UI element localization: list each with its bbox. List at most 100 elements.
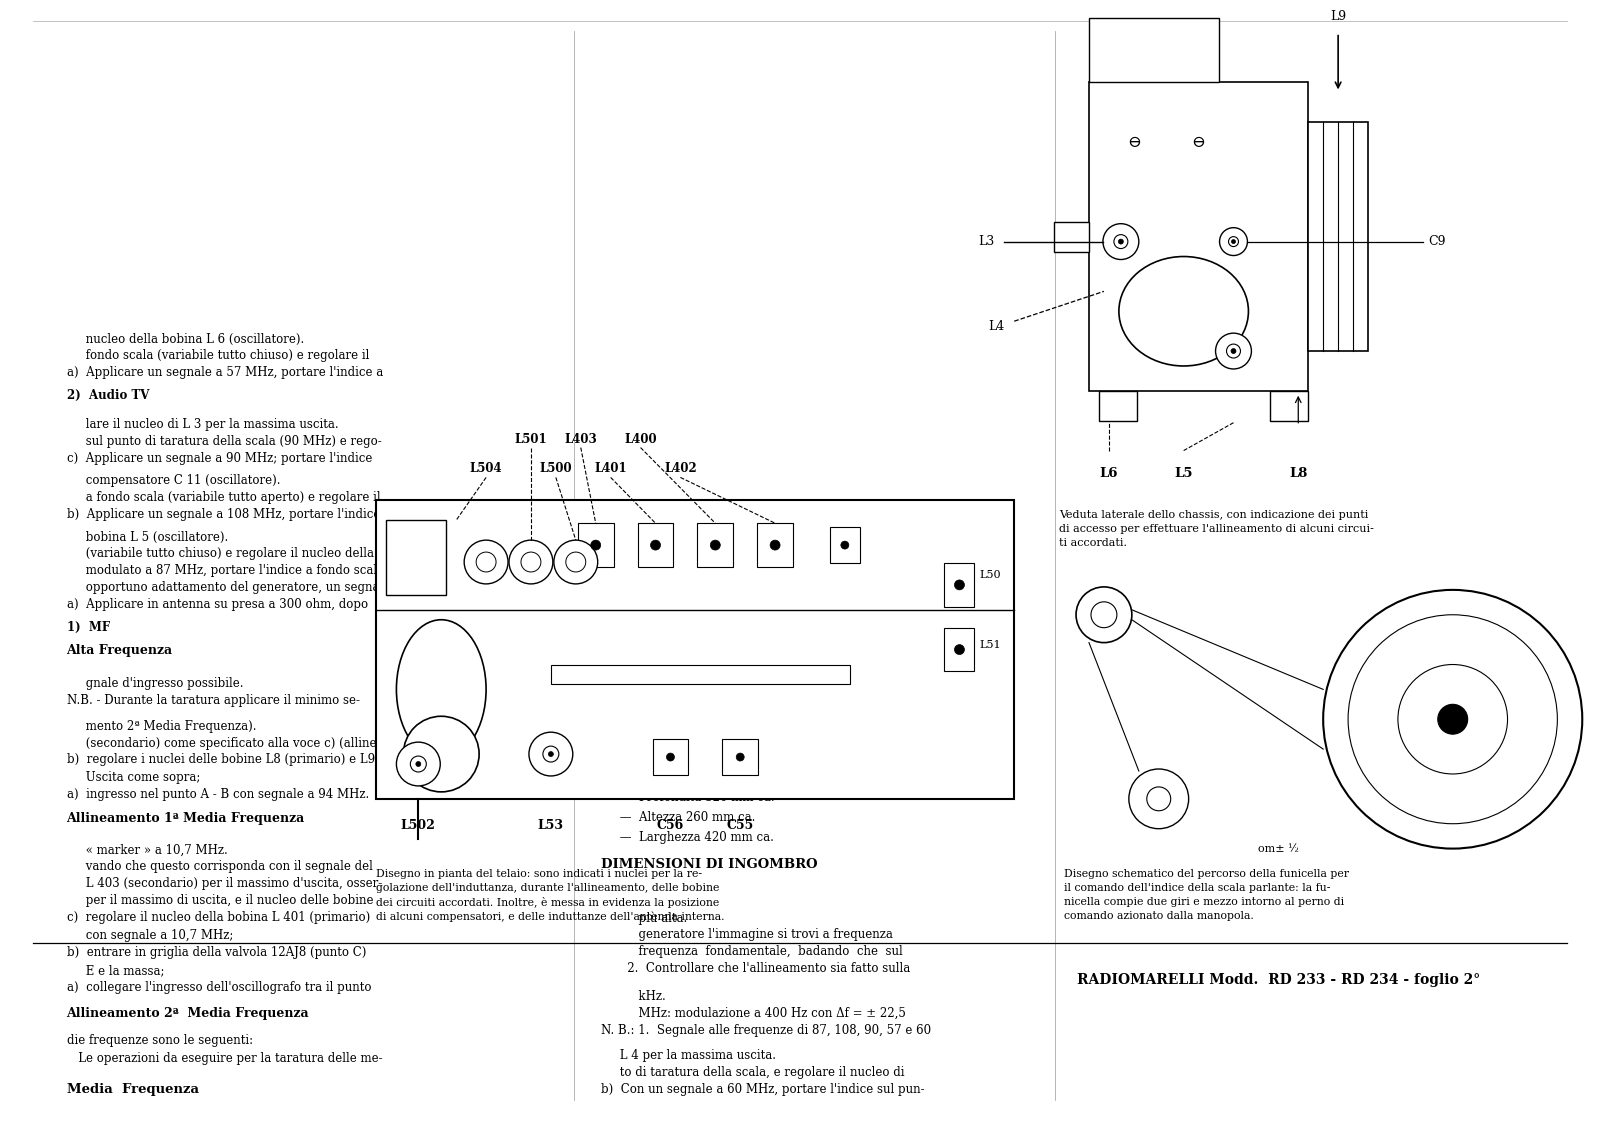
Bar xyxy=(550,665,850,684)
Text: ⊖: ⊖ xyxy=(1192,133,1205,150)
Text: vando che questo corrisponda con il segnale del: vando che questo corrisponda con il segn… xyxy=(67,861,373,873)
Text: b)  regolare i nuclei delle bobine L8 (primario) e L9: b) regolare i nuclei delle bobine L8 (pr… xyxy=(67,753,374,767)
Text: L501: L501 xyxy=(515,432,547,446)
Text: ⊖: ⊖ xyxy=(1126,133,1141,150)
Text: Uscita come sopra;: Uscita come sopra; xyxy=(67,771,200,785)
Text: L403: L403 xyxy=(565,432,597,446)
Circle shape xyxy=(736,753,744,761)
Bar xyxy=(830,527,859,563)
Circle shape xyxy=(549,752,554,757)
Text: c)  regolare il nucleo della bobina L 401 (primario): c) regolare il nucleo della bobina L 401… xyxy=(67,910,370,924)
Text: L502: L502 xyxy=(402,819,435,831)
Text: lare il nucleo di L 3 per la massima uscita.: lare il nucleo di L 3 per la massima usc… xyxy=(67,418,338,431)
Text: compensatore C 11 (oscillatore).: compensatore C 11 (oscillatore). xyxy=(67,474,280,487)
Text: Media  Frequenza: Media Frequenza xyxy=(67,1083,198,1096)
Text: a)  Applicare un segnale a 57 MHz, portare l'indice a: a) Applicare un segnale a 57 MHz, portar… xyxy=(67,366,382,379)
Text: « marker » a 10,7 MHz.: « marker » a 10,7 MHz. xyxy=(67,844,227,856)
Text: Le operazioni da eseguire per la taratura delle me-: Le operazioni da eseguire per la taratur… xyxy=(67,1052,382,1064)
Ellipse shape xyxy=(1118,257,1248,366)
Text: L53: L53 xyxy=(538,819,563,831)
Text: opportuno adattamento del generatore, un segnale: opportuno adattamento del generatore, un… xyxy=(67,581,390,594)
Circle shape xyxy=(955,580,965,590)
Circle shape xyxy=(530,732,573,776)
Bar xyxy=(1090,18,1219,83)
Circle shape xyxy=(1232,240,1235,243)
Text: —  Apparecchio senza im-: — Apparecchio senza im- xyxy=(600,690,774,703)
Text: b)  entrare in griglia della valvola 12AJ8 (punto C): b) entrare in griglia della valvola 12AJ… xyxy=(67,946,366,959)
Text: L51: L51 xyxy=(979,640,1002,649)
Text: to di taratura della scala, e regolare il nucleo di: to di taratura della scala, e regolare i… xyxy=(600,1067,904,1079)
Text: L 4 per la massima uscita.: L 4 per la massima uscita. xyxy=(600,1050,776,1062)
Circle shape xyxy=(1077,587,1131,642)
Text: Veduta laterale dello chassis, con indicazione dei punti
di accesso per effettua: Veduta laterale dello chassis, con indic… xyxy=(1059,510,1374,549)
Text: Allineamento 2ª  Media Frequenza: Allineamento 2ª Media Frequenza xyxy=(67,1007,309,1020)
Text: fondo scala (variabile tutto chiuso) e regolare il: fondo scala (variabile tutto chiuso) e r… xyxy=(67,349,370,362)
Text: L504: L504 xyxy=(470,463,502,475)
Bar xyxy=(722,740,758,775)
Bar xyxy=(637,524,674,567)
Bar xyxy=(1054,222,1090,251)
Ellipse shape xyxy=(397,620,486,759)
Text: C56: C56 xyxy=(658,819,685,831)
Text: MHz: modulazione a 400 Hz con Δf = ± 22,5: MHz: modulazione a 400 Hz con Δf = ± 22,… xyxy=(600,1007,906,1020)
Text: L50: L50 xyxy=(979,570,1002,580)
Text: b)  Applicare un segnale a 108 MHz, portare l'indice: b) Applicare un segnale a 108 MHz, porta… xyxy=(67,508,379,521)
Text: L9: L9 xyxy=(1330,10,1346,23)
Bar xyxy=(698,524,733,567)
Circle shape xyxy=(667,753,675,761)
Circle shape xyxy=(477,552,496,572)
Text: Disegno in pianta del telaio: sono indicati i nuclei per la re-
golazione dell'i: Disegno in pianta del telaio: sono indic… xyxy=(376,869,725,922)
Text: a)  Applicare in antenna su presa a 300 ohm, dopo: a) Applicare in antenna su presa a 300 o… xyxy=(67,598,368,611)
Text: L5: L5 xyxy=(1174,467,1194,481)
Text: —  Altezza 260 mm ca.: — Altezza 260 mm ca. xyxy=(600,811,755,823)
Circle shape xyxy=(1398,665,1507,774)
Bar xyxy=(376,500,1014,798)
Text: —  Larghezza 420 mm ca.: — Larghezza 420 mm ca. xyxy=(600,831,773,844)
Text: L400: L400 xyxy=(624,432,658,446)
Text: 2)  Audio TV: 2) Audio TV xyxy=(67,389,149,402)
Bar xyxy=(757,524,794,567)
Circle shape xyxy=(1114,234,1128,249)
Text: L 403 (secondario) per il massimo d'uscita, osser-: L 403 (secondario) per il massimo d'usci… xyxy=(67,878,382,890)
Circle shape xyxy=(590,541,600,550)
Text: bobina L 5 (oscillatore).: bobina L 5 (oscillatore). xyxy=(67,530,227,544)
Text: con segnale a 10,7 MHz;: con segnale a 10,7 MHz; xyxy=(67,929,234,942)
Bar xyxy=(387,520,446,595)
Circle shape xyxy=(522,552,541,572)
Text: b)  Con un segnale a 60 MHz, portare l'indice sul pun-: b) Con un segnale a 60 MHz, portare l'in… xyxy=(600,1083,925,1096)
Text: (secondario) come specificato alla voce c) (allinea-: (secondario) come specificato alla voce … xyxy=(67,736,387,750)
Text: DIMENSIONI DI INGOMBRO: DIMENSIONI DI INGOMBRO xyxy=(600,858,818,871)
Text: sul punto di taratura della scala (90 MHz) e rego-: sul punto di taratura della scala (90 MH… xyxy=(67,435,381,448)
Circle shape xyxy=(1227,344,1240,359)
Circle shape xyxy=(397,742,440,786)
Circle shape xyxy=(842,541,850,549)
Circle shape xyxy=(416,761,421,767)
Circle shape xyxy=(1349,615,1557,823)
Circle shape xyxy=(955,645,965,655)
Circle shape xyxy=(403,716,478,792)
Text: —  Profondità 320 mm ca.: — Profondità 320 mm ca. xyxy=(600,791,774,804)
Text: nucleo della bobina L 6 (oscillatore).: nucleo della bobina L 6 (oscillatore). xyxy=(67,333,304,346)
Circle shape xyxy=(554,541,598,584)
Text: 1)  MF: 1) MF xyxy=(67,621,110,633)
Circle shape xyxy=(1216,334,1251,369)
Text: a fondo scala (variabile tutto aperto) e regolare il: a fondo scala (variabile tutto aperto) e… xyxy=(67,491,381,504)
Text: PESO: PESO xyxy=(600,757,642,770)
Bar xyxy=(1270,391,1309,421)
Circle shape xyxy=(566,552,586,572)
Circle shape xyxy=(1102,224,1139,259)
Text: modulato a 87 MHz, portare l'indice a fondo scala: modulato a 87 MHz, portare l'indice a fo… xyxy=(67,564,384,577)
Text: Disegno schematico del percorso della funicella per
il comando dell'indice della: Disegno schematico del percorso della fu… xyxy=(1064,869,1349,921)
Bar xyxy=(578,524,614,567)
Text: ballo 10 kg.: ballo 10 kg. xyxy=(600,713,709,726)
Bar xyxy=(1099,391,1138,421)
Circle shape xyxy=(509,541,554,584)
Bar xyxy=(653,740,688,775)
Text: Allineamento 1ª Media Frequenza: Allineamento 1ª Media Frequenza xyxy=(67,812,306,824)
Text: E e la massa;: E e la massa; xyxy=(67,964,165,977)
Text: N.B. - Durante la taratura applicare il minimo se-: N.B. - Durante la taratura applicare il … xyxy=(67,693,360,707)
Text: Alta Frequenza: Alta Frequenza xyxy=(67,645,173,657)
Text: N. B.: 1.  Segnale alle frequenze di 87, 108, 90, 57 e 60: N. B.: 1. Segnale alle frequenze di 87, … xyxy=(600,1024,931,1036)
Circle shape xyxy=(1091,602,1117,628)
Circle shape xyxy=(1118,239,1123,244)
